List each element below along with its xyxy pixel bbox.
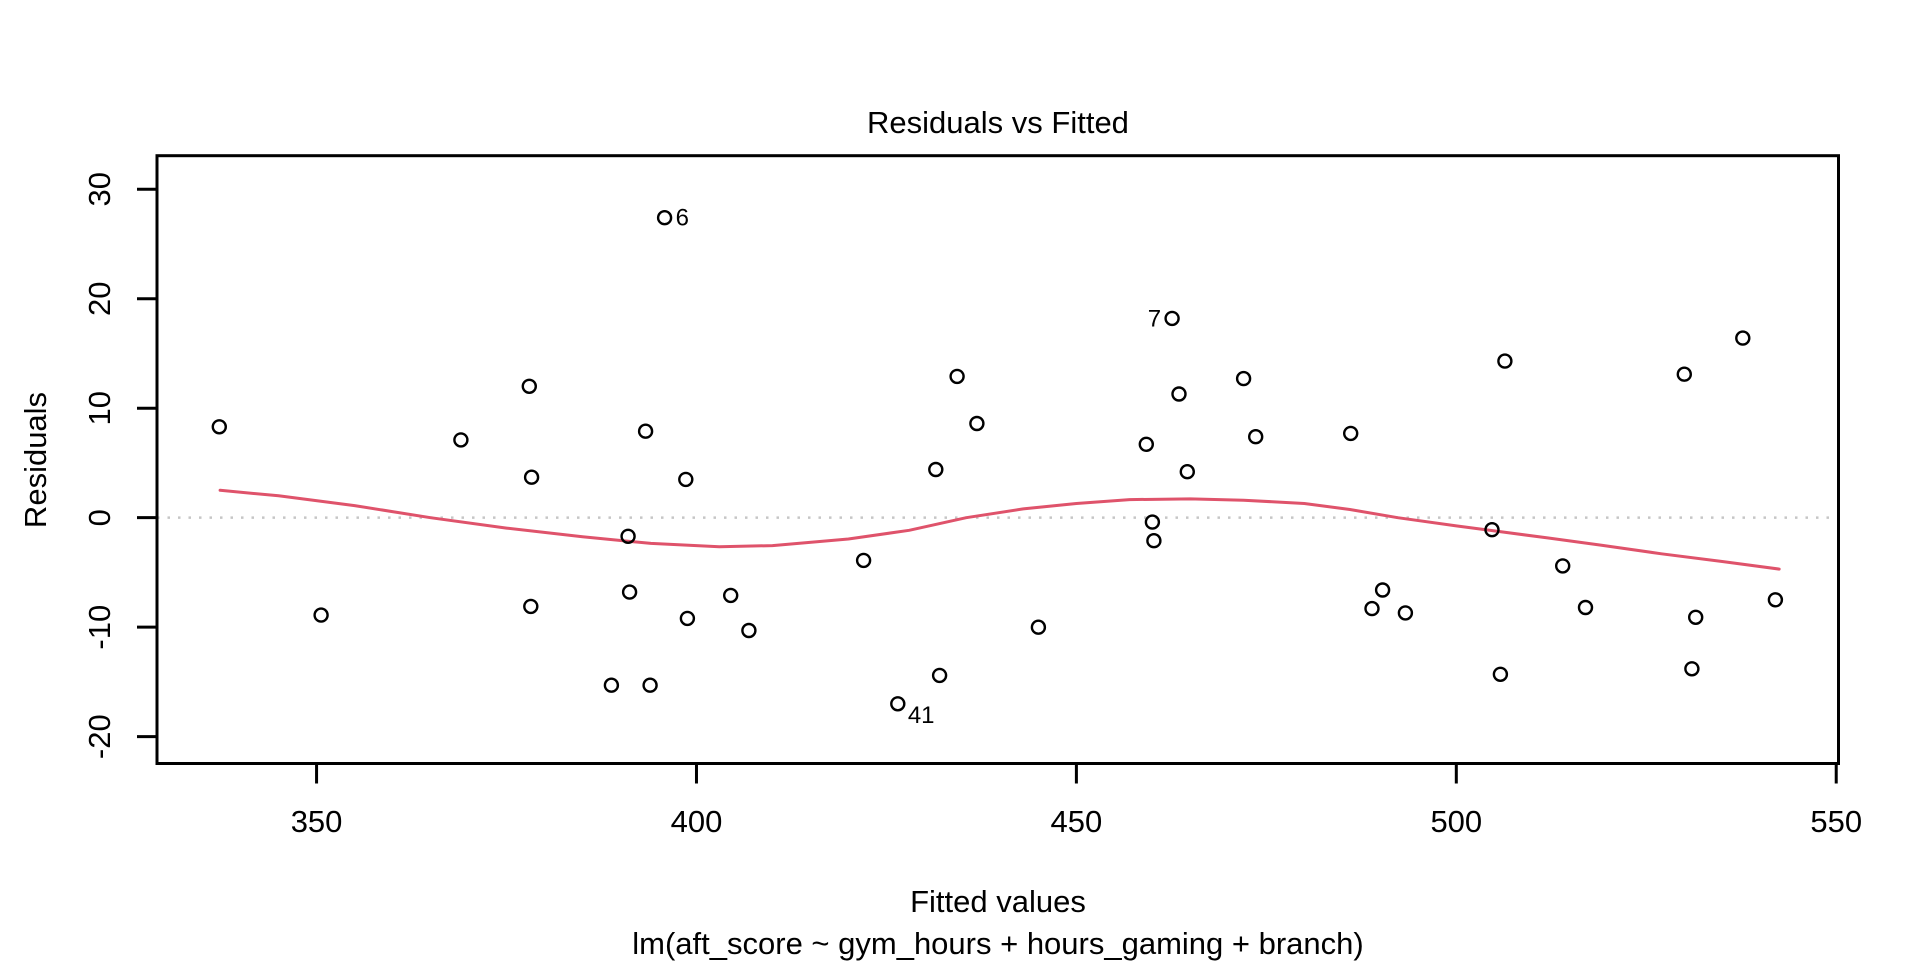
data-point xyxy=(1171,386,1187,402)
data-point xyxy=(313,607,329,623)
data-point xyxy=(1030,619,1047,635)
data-point xyxy=(678,471,694,488)
data-point xyxy=(1397,605,1414,621)
data-point xyxy=(642,677,658,693)
data-point xyxy=(1144,514,1161,530)
data-point xyxy=(931,667,948,684)
data-point xyxy=(523,469,540,485)
data-point xyxy=(1364,600,1380,617)
model-caption: lm(aft_score ~ gym_hours + hours_gaming … xyxy=(632,926,1364,961)
point-label: 6 xyxy=(676,205,689,232)
data-point xyxy=(1492,666,1509,682)
y-tick-label: 10 xyxy=(82,391,117,425)
data-point xyxy=(1179,464,1196,480)
data-point xyxy=(1484,522,1500,538)
point-label: 41 xyxy=(908,702,935,729)
data-point xyxy=(211,419,228,435)
x-tick-label: 400 xyxy=(671,804,723,839)
data-point xyxy=(603,677,620,693)
data-point xyxy=(969,415,985,432)
x-tick-label: 500 xyxy=(1430,804,1482,839)
x-tick-label: 450 xyxy=(1051,804,1103,839)
data-point xyxy=(1138,436,1155,452)
data-point xyxy=(656,209,673,226)
data-point xyxy=(949,368,965,385)
data-point xyxy=(523,598,539,615)
y-tick-label: 20 xyxy=(82,281,117,315)
data-point xyxy=(1676,366,1693,382)
data-point xyxy=(1146,533,1162,549)
data-point xyxy=(741,622,757,639)
data-point xyxy=(855,552,872,569)
data-point xyxy=(637,423,654,439)
data-point xyxy=(1735,330,1751,346)
data-point xyxy=(1577,599,1594,616)
data-point xyxy=(453,432,469,448)
data-point xyxy=(1247,429,1264,445)
data-point xyxy=(1374,582,1391,598)
data-point xyxy=(679,610,696,627)
data-point xyxy=(1684,661,1700,677)
x-tick-label: 550 xyxy=(1810,804,1862,839)
y-tick-label: -10 xyxy=(82,605,117,650)
plot-box xyxy=(155,154,1840,765)
point-label: 7 xyxy=(1148,305,1161,332)
lowess-smooth-line xyxy=(218,488,1781,571)
data-point xyxy=(521,378,537,394)
data-point xyxy=(928,461,944,478)
y-tick-label: 30 xyxy=(82,172,117,206)
y-tick-label: 0 xyxy=(82,509,117,526)
data-point xyxy=(890,696,906,712)
data-point xyxy=(1767,592,1784,608)
data-point xyxy=(1497,353,1513,369)
data-point xyxy=(1687,609,1704,625)
data-point xyxy=(621,584,638,600)
data-point xyxy=(1235,370,1252,387)
data-point xyxy=(1554,558,1571,574)
data-point xyxy=(723,587,739,604)
data-point xyxy=(1342,425,1359,442)
y-tick-label: -20 xyxy=(82,714,117,759)
x-axis-label: Fitted values xyxy=(910,884,1086,919)
chart-title: Residuals vs Fitted xyxy=(867,105,1129,140)
data-point xyxy=(620,528,636,544)
data-point xyxy=(1164,310,1180,327)
x-tick-label: 350 xyxy=(291,804,343,839)
